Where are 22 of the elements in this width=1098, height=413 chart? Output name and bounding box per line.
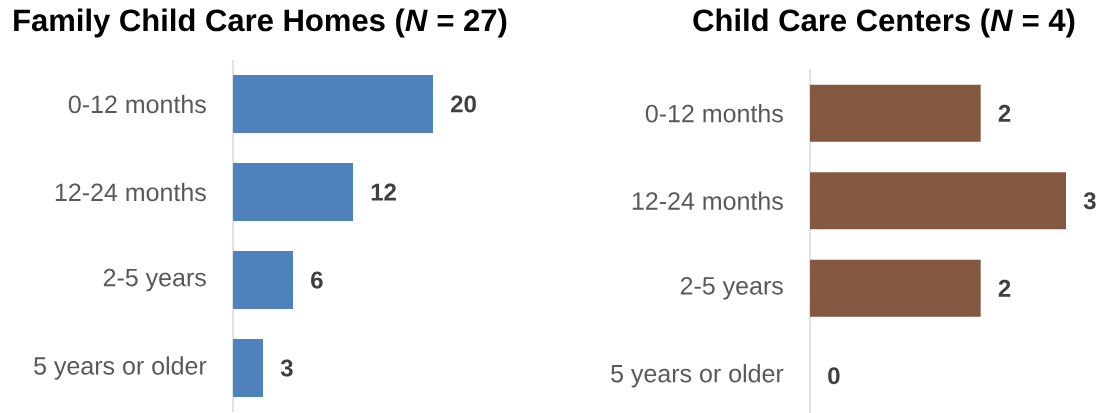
data-label: 3 bbox=[1083, 192, 1096, 210]
y-tick-label: 12-24 months bbox=[55, 182, 206, 202]
y-tick-label: 0-12 months bbox=[68, 94, 206, 114]
y-tick-label: 0-12 months bbox=[645, 104, 783, 123]
y-tick-label: 12-24 months bbox=[632, 191, 783, 210]
y-tick-label: 2-5 years bbox=[680, 276, 783, 300]
chart-title: Family Child Care Homes (N = 27) bbox=[14, 8, 507, 38]
chart-title: Child Care Centers (N = 4) bbox=[693, 8, 1075, 38]
bar bbox=[233, 339, 263, 397]
bar bbox=[233, 163, 353, 221]
data-label: 6 bbox=[311, 271, 323, 289]
data-label: 12 bbox=[371, 183, 396, 201]
y-tick-label: 5 years or older bbox=[611, 364, 784, 388]
data-label: 3 bbox=[280, 359, 293, 377]
y-tick-label: 2-5 years bbox=[103, 268, 206, 292]
data-label: 20 bbox=[451, 95, 476, 113]
bar bbox=[233, 251, 293, 309]
bar bbox=[233, 75, 433, 133]
data-label: 2 bbox=[998, 279, 1011, 297]
data-label: 0 bbox=[828, 367, 840, 385]
y-tick-label: 5 years or older bbox=[34, 356, 207, 380]
data-label: 2 bbox=[998, 104, 1011, 122]
